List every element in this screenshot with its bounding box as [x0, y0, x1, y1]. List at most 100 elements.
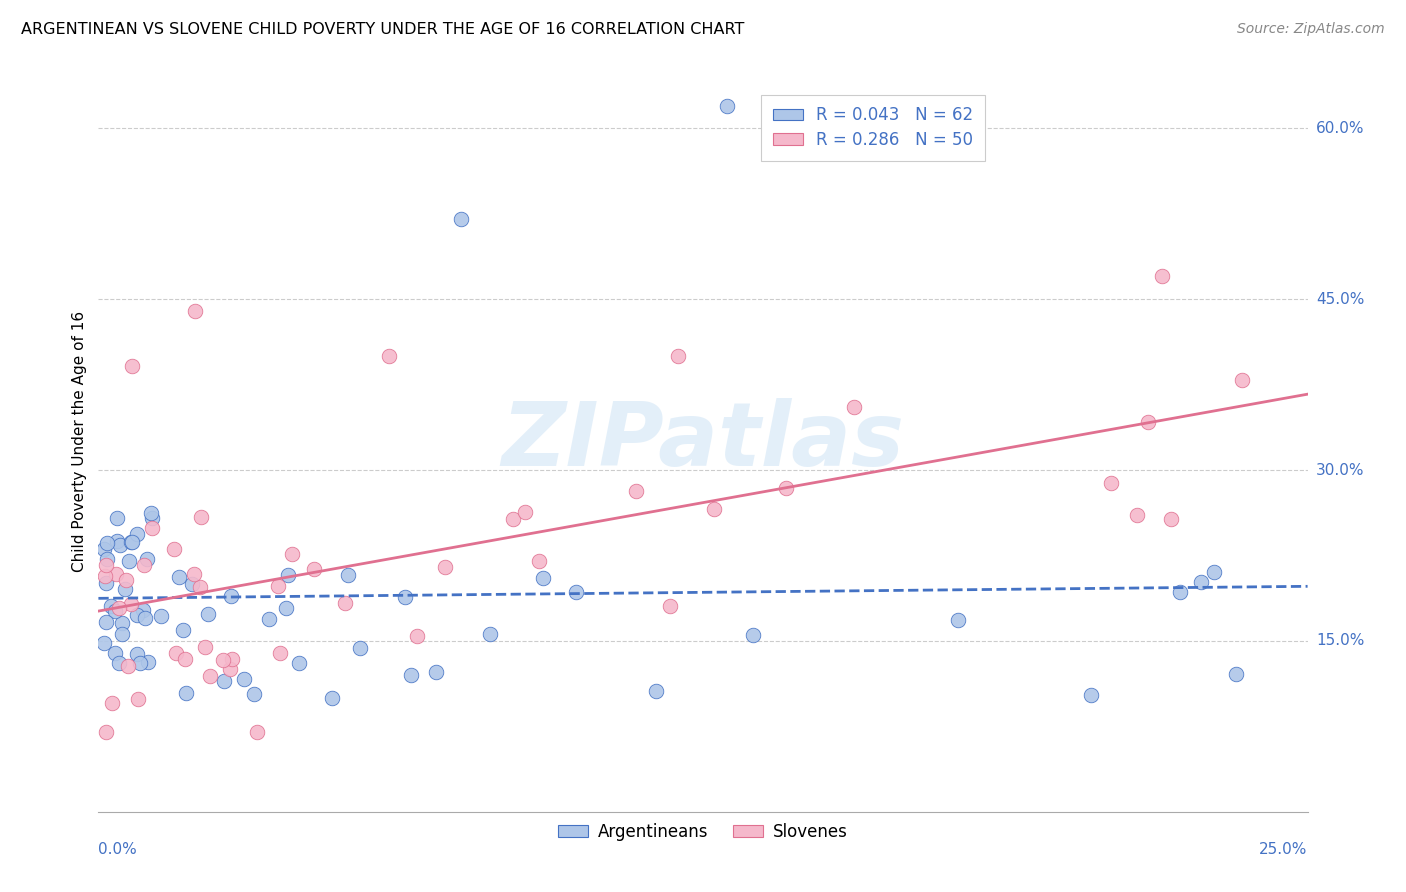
- Point: [257, 612, 280, 626]
- Point: [111, 627, 134, 641]
- Legend: Argentineans, Slovenes: Argentineans, Slovenes: [551, 816, 855, 847]
- Point: [377, 349, 399, 363]
- Point: [190, 510, 212, 524]
- Point: [1202, 566, 1225, 580]
- Point: [94, 569, 117, 583]
- Text: Source: ZipAtlas.com: Source: ZipAtlas.com: [1237, 22, 1385, 37]
- Point: [141, 521, 163, 535]
- Point: [1160, 512, 1182, 526]
- Text: 30.0%: 30.0%: [1316, 463, 1364, 477]
- Point: [533, 571, 555, 585]
- Point: [212, 673, 235, 688]
- Point: [1080, 688, 1102, 702]
- Point: [127, 527, 149, 541]
- Point: [716, 98, 738, 112]
- Point: [233, 672, 256, 686]
- Point: [136, 655, 159, 669]
- Point: [167, 569, 190, 583]
- Point: [645, 683, 668, 698]
- Point: [165, 646, 187, 660]
- Point: [1152, 269, 1174, 284]
- Point: [174, 686, 197, 700]
- Point: [96, 552, 118, 566]
- Point: [183, 566, 205, 581]
- Point: [184, 303, 207, 318]
- Point: [163, 542, 186, 557]
- Point: [127, 691, 149, 706]
- Point: [221, 652, 243, 666]
- Point: [337, 567, 360, 582]
- Text: 45.0%: 45.0%: [1316, 292, 1364, 307]
- Point: [842, 401, 865, 415]
- Point: [93, 636, 115, 650]
- Point: [406, 629, 429, 643]
- Y-axis label: Child Poverty Under the Age of 16: Child Poverty Under the Age of 16: [72, 311, 87, 572]
- Point: [108, 601, 131, 615]
- Point: [104, 646, 127, 660]
- Point: [219, 662, 242, 676]
- Point: [115, 573, 138, 587]
- Point: [242, 687, 264, 701]
- Point: [775, 481, 797, 495]
- Point: [114, 582, 136, 596]
- Text: 0.0%: 0.0%: [98, 842, 138, 857]
- Point: [100, 599, 122, 613]
- Text: 15.0%: 15.0%: [1316, 633, 1364, 648]
- Point: [120, 598, 142, 612]
- Point: [527, 554, 550, 568]
- Point: [450, 212, 472, 227]
- Text: 25.0%: 25.0%: [1260, 842, 1308, 857]
- Point: [219, 590, 242, 604]
- Point: [96, 615, 118, 629]
- Point: [125, 647, 148, 661]
- Point: [100, 696, 122, 710]
- Point: [349, 641, 371, 656]
- Point: [269, 646, 291, 660]
- Point: [188, 580, 211, 594]
- Point: [172, 623, 194, 637]
- Point: [212, 653, 235, 667]
- Point: [280, 548, 302, 562]
- Point: [277, 567, 299, 582]
- Point: [141, 510, 163, 524]
- Point: [141, 507, 163, 521]
- Point: [565, 585, 588, 599]
- Point: [108, 656, 131, 670]
- Point: [1189, 574, 1212, 589]
- Text: ARGENTINEAN VS SLOVENE CHILD POVERTY UNDER THE AGE OF 16 CORRELATION CHART: ARGENTINEAN VS SLOVENE CHILD POVERTY UND…: [21, 22, 744, 37]
- Point: [96, 725, 118, 739]
- Point: [105, 566, 128, 581]
- Point: [703, 502, 725, 516]
- Point: [274, 601, 297, 615]
- Point: [136, 552, 159, 566]
- Point: [658, 599, 681, 613]
- Point: [197, 607, 219, 622]
- Point: [515, 505, 537, 519]
- Point: [174, 652, 197, 666]
- Point: [425, 665, 447, 680]
- Text: ZIPatlas: ZIPatlas: [502, 398, 904, 485]
- Text: 60.0%: 60.0%: [1316, 120, 1364, 136]
- Point: [666, 349, 689, 363]
- Point: [1136, 416, 1159, 430]
- Point: [93, 542, 115, 557]
- Point: [125, 607, 148, 622]
- Point: [321, 690, 343, 705]
- Point: [198, 669, 221, 683]
- Point: [1230, 374, 1253, 388]
- Point: [96, 576, 118, 591]
- Point: [134, 558, 156, 572]
- Point: [132, 603, 155, 617]
- Point: [333, 596, 356, 610]
- Point: [302, 562, 325, 576]
- Point: [180, 577, 202, 591]
- Point: [134, 611, 156, 625]
- Point: [288, 656, 311, 670]
- Point: [149, 608, 172, 623]
- Point: [121, 535, 143, 549]
- Point: [105, 510, 128, 524]
- Point: [111, 616, 134, 631]
- Point: [194, 640, 217, 655]
- Point: [121, 535, 143, 549]
- Point: [394, 591, 416, 605]
